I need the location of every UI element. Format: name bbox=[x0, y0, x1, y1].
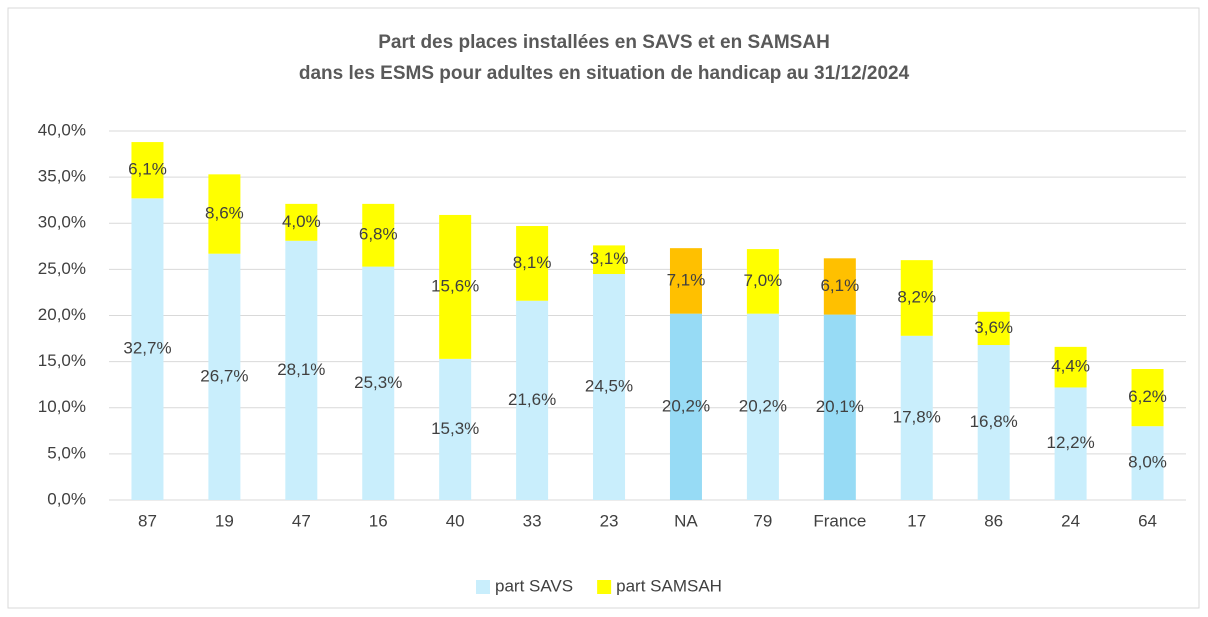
bar-segment bbox=[131, 198, 164, 500]
data-label: 6,1% bbox=[128, 160, 167, 179]
chart-title: dans les ESMS pour adultes en situation … bbox=[299, 63, 910, 84]
x-tick-label: France bbox=[813, 511, 866, 530]
data-label: 3,1% bbox=[590, 249, 629, 268]
y-tick-label: 30,0% bbox=[38, 213, 86, 232]
data-label: 8,1% bbox=[513, 253, 552, 272]
data-label: 6,2% bbox=[1128, 387, 1167, 406]
legend-label: part SAMSAH bbox=[616, 576, 722, 595]
data-label: 7,1% bbox=[667, 270, 706, 289]
bar-segment bbox=[593, 273, 626, 500]
data-label: 8,2% bbox=[897, 287, 936, 306]
bar-segment bbox=[131, 142, 164, 199]
data-label: 15,3% bbox=[431, 419, 479, 438]
bar-segment bbox=[1131, 426, 1164, 500]
bar-segment bbox=[1131, 369, 1164, 427]
data-label: 15,6% bbox=[431, 276, 479, 295]
x-tick-label: 19 bbox=[215, 511, 234, 530]
bar-segment bbox=[362, 266, 395, 500]
data-label: 4,4% bbox=[1051, 357, 1090, 376]
data-label: 20,2% bbox=[662, 396, 710, 415]
y-tick-label: 0,0% bbox=[47, 489, 86, 508]
x-tick-label: 64 bbox=[1138, 511, 1157, 530]
legend-swatch bbox=[476, 580, 490, 594]
bar-segment bbox=[439, 358, 472, 500]
bar-segment bbox=[1054, 387, 1087, 500]
x-tick-label: 33 bbox=[523, 511, 542, 530]
bar-segment bbox=[516, 300, 549, 500]
bar-segment bbox=[285, 240, 318, 500]
bar-segment bbox=[516, 226, 549, 301]
data-label: 26,7% bbox=[200, 366, 248, 385]
x-tick-label: 16 bbox=[369, 511, 388, 530]
bar-segment bbox=[977, 345, 1010, 500]
data-label: 8,0% bbox=[1128, 453, 1167, 472]
bar-segment bbox=[977, 311, 1010, 346]
x-tick-label: 86 bbox=[984, 511, 1003, 530]
x-tick-label: 24 bbox=[1061, 511, 1080, 530]
legend-swatch bbox=[597, 580, 612, 594]
data-label: 3,6% bbox=[974, 318, 1013, 337]
bar-segment bbox=[362, 203, 395, 267]
data-label: 17,8% bbox=[893, 407, 941, 426]
bar-segment bbox=[208, 253, 241, 500]
data-label: 12,2% bbox=[1047, 433, 1095, 452]
y-tick-label: 40,0% bbox=[38, 120, 86, 139]
legend-label: part SAVS bbox=[495, 576, 573, 595]
data-label: 25,3% bbox=[354, 373, 402, 392]
y-tick-label: 5,0% bbox=[47, 443, 86, 462]
bar-segment bbox=[1054, 346, 1087, 388]
bar-segment bbox=[208, 174, 241, 254]
y-tick-label: 20,0% bbox=[38, 305, 86, 324]
x-tick-label: 40 bbox=[446, 511, 465, 530]
x-tick-label: 23 bbox=[600, 511, 619, 530]
chart-title: Part des places installées en SAVS et en… bbox=[378, 32, 830, 53]
bar-segment bbox=[900, 260, 933, 336]
data-label: 4,0% bbox=[282, 212, 321, 231]
x-tick-label: 47 bbox=[292, 511, 311, 530]
x-tick-label: NA bbox=[674, 511, 698, 530]
x-tick-label: 79 bbox=[753, 511, 772, 530]
data-label: 28,1% bbox=[277, 360, 325, 379]
data-label: 20,1% bbox=[816, 397, 864, 416]
bar-segment bbox=[669, 313, 702, 500]
y-tick-label: 25,0% bbox=[38, 259, 86, 278]
bar-segment bbox=[285, 203, 318, 241]
y-tick-label: 15,0% bbox=[38, 351, 86, 370]
data-label: 7,0% bbox=[744, 271, 783, 290]
bar-segment bbox=[900, 335, 933, 500]
bar-segment bbox=[439, 214, 472, 359]
data-label: 24,5% bbox=[585, 376, 633, 395]
data-label: 16,8% bbox=[970, 412, 1018, 431]
bar-segment bbox=[823, 258, 856, 315]
bar-segment bbox=[669, 248, 702, 314]
y-tick-label: 10,0% bbox=[38, 397, 86, 416]
data-label: 32,7% bbox=[123, 339, 171, 358]
data-label: 6,8% bbox=[359, 225, 398, 244]
x-tick-label: 87 bbox=[138, 511, 157, 530]
bar-segment bbox=[593, 245, 626, 274]
data-label: 8,6% bbox=[205, 204, 244, 223]
y-tick-label: 35,0% bbox=[38, 167, 86, 186]
data-label: 20,2% bbox=[739, 396, 787, 415]
x-tick-label: 17 bbox=[907, 511, 926, 530]
bar-segment bbox=[746, 313, 779, 500]
bar-segment bbox=[823, 314, 856, 500]
bar-segment bbox=[746, 249, 779, 314]
data-label: 6,1% bbox=[820, 276, 859, 295]
data-label: 21,6% bbox=[508, 390, 556, 409]
